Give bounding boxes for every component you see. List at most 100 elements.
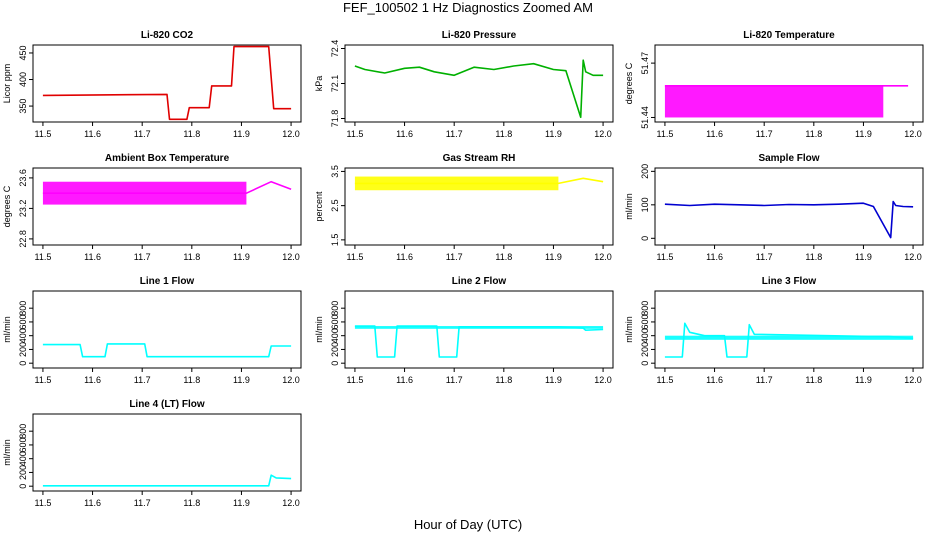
x-tick-label: 11.8 bbox=[183, 375, 200, 385]
plot-data bbox=[664, 85, 909, 118]
plot-data bbox=[42, 474, 292, 487]
x-tick-label: 12.0 bbox=[904, 252, 922, 262]
chart-panel-2: Li-820 Pressure 11.5 11.6 11.7 11.8 11.9 12.0 7… bbox=[314, 30, 614, 139]
y-tick-label: 72.4 bbox=[330, 40, 340, 58]
x-tick-label: 11.8 bbox=[805, 375, 822, 385]
y-tick-label: 23.6 bbox=[18, 169, 28, 187]
y-tick-label: 600 bbox=[18, 314, 28, 329]
panel-title: Sample Flow bbox=[758, 153, 819, 164]
x-tick-label: 12.0 bbox=[594, 252, 612, 262]
x-tick-label: 11.8 bbox=[183, 129, 200, 139]
x-tick-label: 11.5 bbox=[34, 129, 51, 139]
plot-data bbox=[354, 59, 604, 119]
plot-frame bbox=[344, 167, 614, 246]
y-tick-label: 600 bbox=[18, 437, 28, 452]
series-line bbox=[42, 45, 292, 121]
x-tick-label: 11.5 bbox=[346, 252, 363, 262]
x-tick-label: 11.8 bbox=[183, 252, 200, 262]
y-tick-label: 400 bbox=[640, 328, 650, 343]
panel-title: Li-820 Temperature bbox=[743, 30, 835, 41]
x-tick-label: 11.6 bbox=[396, 129, 413, 139]
x-tick-label: 11.5 bbox=[34, 375, 51, 385]
x-tick-label: 11.9 bbox=[233, 129, 250, 139]
y-tick-label: 0 bbox=[18, 484, 28, 489]
plot-data bbox=[664, 200, 914, 239]
y-axis-label: degrees C bbox=[624, 62, 634, 104]
y-axis-label: kPa bbox=[314, 76, 324, 92]
series-line bbox=[664, 322, 914, 358]
x-tick-label: 12.0 bbox=[904, 375, 922, 385]
x-tick-label: 11.5 bbox=[656, 375, 673, 385]
plot-data bbox=[42, 343, 292, 358]
plot-data bbox=[354, 176, 604, 191]
chart-panel-4: Ambient Box Temperature 11.5 11.6 11.7 11.8 1… bbox=[2, 153, 302, 262]
x-tick-label: 11.8 bbox=[183, 498, 200, 508]
y-tick-label: 22.8 bbox=[18, 230, 28, 248]
chart-panel-1: Li-820 CO2 11.5 11.6 11.7 11.8 11.9 12.0 350 400… bbox=[2, 30, 302, 139]
series-line bbox=[42, 343, 292, 358]
x-tick-label: 11.8 bbox=[495, 129, 512, 139]
x-tick-label: 11.9 bbox=[545, 129, 562, 139]
x-tick-label: 11.6 bbox=[706, 129, 723, 139]
y-tick-label: 200 bbox=[640, 342, 650, 357]
y-tick-label: 23.2 bbox=[18, 200, 28, 218]
y-tick-label: 400 bbox=[18, 451, 28, 466]
plot-frame bbox=[654, 167, 924, 246]
x-tick-label: 11.7 bbox=[756, 375, 773, 385]
y-tick-label: 2.5 bbox=[330, 199, 340, 212]
x-tick-label: 11.5 bbox=[346, 375, 363, 385]
plot-frame bbox=[32, 290, 302, 369]
y-axis-label: degrees C bbox=[2, 185, 12, 227]
y-tick-label: 600 bbox=[640, 314, 650, 329]
plot-frame bbox=[32, 167, 302, 246]
noise-band bbox=[664, 85, 884, 118]
panel-title: Ambient Box Temperature bbox=[105, 153, 230, 164]
y-tick-label: 200 bbox=[18, 465, 28, 480]
x-tick-label: 12.0 bbox=[594, 129, 612, 139]
chart-panel-8: Line 2 Flow 11.5 11.6 11.7 11.8 11.9 12.0 0 2004… bbox=[314, 276, 614, 385]
y-axis-label: percent bbox=[314, 191, 324, 222]
chart-panel-3: Li-820 Temperature 11.5 11.6 11.7 11.8 11.9 12… bbox=[624, 30, 924, 139]
x-tick-label: 11.8 bbox=[495, 375, 512, 385]
y-axis-label: Licor ppm bbox=[2, 64, 12, 104]
y-tick-label: 200 bbox=[18, 342, 28, 357]
x-tick-label: 11.7 bbox=[134, 252, 151, 262]
x-tick-label: 12.0 bbox=[594, 375, 612, 385]
y-tick-label: 400 bbox=[18, 328, 28, 343]
figure-title: FEF_100502 1 Hz Diagnostics Zoomed AM bbox=[342, 0, 593, 15]
x-tick-label: 11.8 bbox=[495, 252, 512, 262]
panel-title: Gas Stream RH bbox=[443, 153, 516, 164]
y-tick-label: 800 bbox=[18, 424, 28, 439]
plot-frame bbox=[32, 44, 302, 123]
x-tick-label: 11.6 bbox=[396, 252, 413, 262]
y-tick-label: 3.5 bbox=[330, 165, 340, 178]
y-axis-label: ml/min bbox=[624, 193, 634, 220]
x-tick-label: 11.9 bbox=[233, 252, 250, 262]
x-tick-label: 11.7 bbox=[134, 129, 151, 139]
chart-panel-5: Gas Stream RH 11.5 11.6 11.7 11.8 11.9 12.0 1.5… bbox=[314, 153, 614, 262]
series-line bbox=[354, 325, 604, 358]
panel-title: Line 2 Flow bbox=[452, 276, 507, 287]
panel-title: Li-820 Pressure bbox=[442, 30, 517, 41]
y-tick-label: 600 bbox=[330, 314, 340, 329]
plot-data bbox=[42, 180, 292, 205]
chart-panel-7: Line 1 Flow 11.5 11.6 11.7 11.8 11.9 12.0 0 2004… bbox=[2, 276, 302, 385]
y-tick-label: 0 bbox=[330, 361, 340, 366]
y-tick-label: 0 bbox=[640, 361, 650, 366]
plot-data bbox=[354, 325, 604, 358]
x-tick-label: 11.6 bbox=[84, 252, 101, 262]
y-tick-label: 1.5 bbox=[330, 234, 340, 247]
x-tick-label: 11.9 bbox=[233, 375, 250, 385]
x-tick-label: 11.6 bbox=[706, 375, 723, 385]
y-tick-label: 71.8 bbox=[330, 110, 340, 128]
y-tick-label: 200 bbox=[640, 164, 650, 179]
x-tick-label: 11.7 bbox=[134, 375, 151, 385]
x-tick-label: 11.9 bbox=[545, 252, 562, 262]
series-line bbox=[354, 59, 604, 119]
y-axis-label: ml/min bbox=[2, 316, 12, 343]
x-tick-label: 11.7 bbox=[446, 129, 463, 139]
y-axis-label: ml/min bbox=[314, 316, 324, 343]
x-tick-label: 12.0 bbox=[282, 498, 300, 508]
panel-title: Line 4 (LT) Flow bbox=[129, 399, 205, 410]
